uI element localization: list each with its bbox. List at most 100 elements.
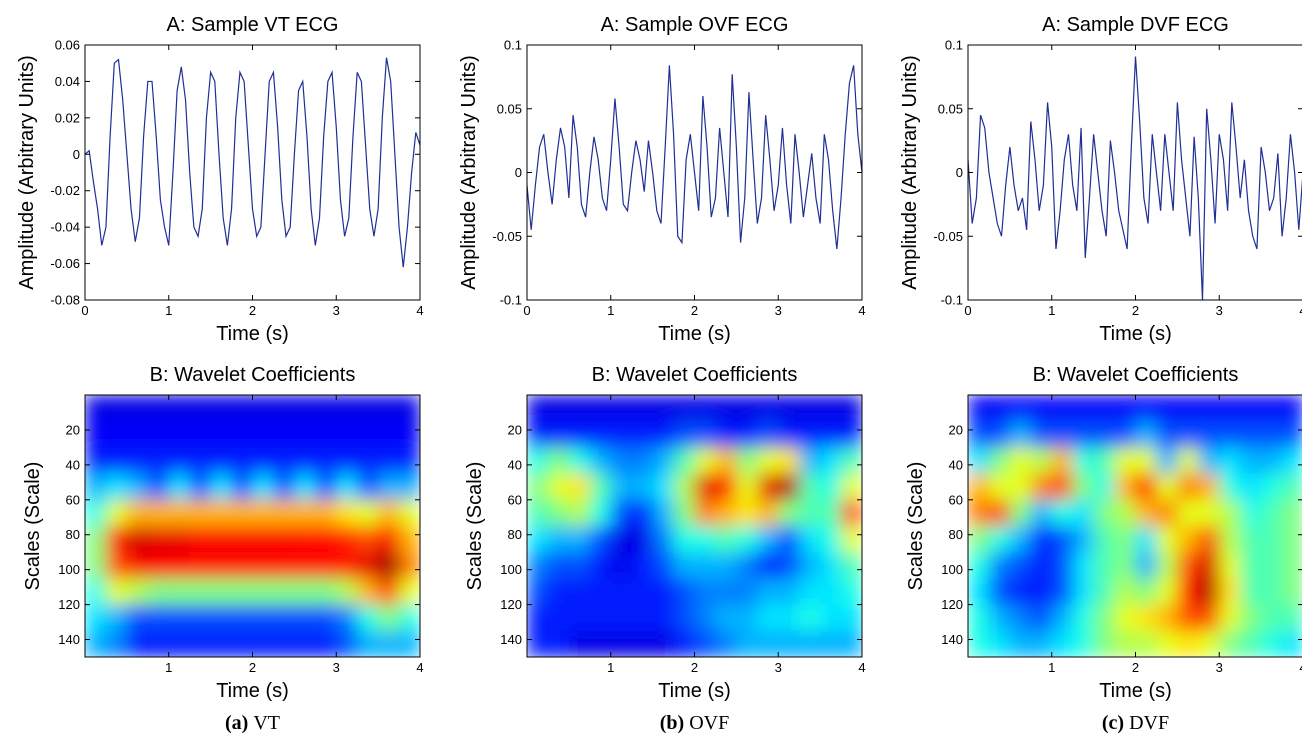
heatmap-cell (1240, 552, 1262, 579)
heatmap-cell (673, 499, 695, 527)
heatmap-cell (1198, 604, 1220, 632)
heatmap-cell (126, 604, 149, 632)
heatmap-cell (357, 421, 379, 448)
y-tick-label: 0.1 (945, 38, 963, 53)
heatmap-cell (1219, 473, 1241, 501)
heatmap-cell (1219, 578, 1241, 606)
heatmap-cell (778, 473, 800, 501)
y-tick-label: 120 (941, 597, 963, 612)
heatmap-cell (126, 447, 149, 475)
heatmap-cell (336, 630, 358, 657)
heatmap-cell (1009, 447, 1032, 475)
heatmap-cell (1009, 630, 1032, 657)
y-axis-label: Amplitude (Arbitrary Units) (16, 55, 38, 290)
heatmap-cell (1282, 473, 1302, 501)
y-tick-label: 0.05 (938, 101, 963, 116)
heatmap-cell (610, 395, 633, 422)
heatmap-cell (294, 395, 316, 422)
heatmap-cell (1114, 473, 1136, 501)
heatmap-cell (1261, 630, 1283, 657)
heatmap-cell (315, 447, 337, 475)
heatmap-cell (231, 473, 253, 501)
heatmap-cell (1135, 604, 1157, 632)
heatmap-cell (1114, 630, 1136, 657)
heatmap-cell (988, 630, 1011, 657)
heatmap-cell (1051, 604, 1074, 632)
subplot: 1 2 3 4 20 40 60 80 100 120 140 B: Wavelet Coeffici… (905, 364, 1302, 702)
heatmap-cell (252, 421, 274, 448)
heatmap-cell (589, 552, 612, 579)
y-tick-label: -0.05 (933, 229, 963, 244)
heatmap-cell (357, 552, 379, 579)
heatmap-cell (126, 630, 149, 657)
heatmap-cell (1261, 421, 1283, 448)
heatmap-cell (673, 447, 695, 475)
heatmap-cell (399, 499, 420, 527)
y-tick-label: 80 (66, 527, 80, 542)
heatmap-cell (85, 473, 107, 501)
heatmap-cell (252, 499, 274, 527)
heatmap-cell (1219, 604, 1241, 632)
y-tick-label: 40 (508, 457, 522, 472)
y-tick-label: -0.08 (50, 293, 80, 308)
heatmap-cell (231, 578, 253, 606)
x-tick-label: 2 (691, 303, 698, 318)
heatmap-cell (231, 630, 253, 657)
heatmap-cell (1261, 552, 1283, 579)
heatmap (968, 395, 1302, 657)
heatmap-cell (715, 447, 737, 475)
heatmap-cell (399, 421, 420, 448)
heatmap-cell (694, 630, 716, 657)
heatmap-cell (778, 630, 800, 657)
heatmap-cell (988, 447, 1011, 475)
chart-title: A: Sample OVF ECG (601, 14, 789, 36)
x-tick-label: 2 (1132, 660, 1139, 675)
heatmap-cell (399, 630, 420, 657)
heatmap-cell (336, 552, 358, 579)
heatmap-cell (736, 552, 758, 579)
heatmap-cell (568, 499, 591, 527)
heatmap-cell (1177, 604, 1199, 632)
heatmap-cell (357, 578, 379, 606)
heatmap-cell (757, 630, 779, 657)
axes-frame (84, 44, 421, 301)
heatmap-cell (357, 395, 379, 422)
heatmap-cell (547, 604, 570, 632)
x-tick-label: 1 (165, 303, 172, 318)
heatmap-cell (85, 578, 107, 606)
heatmap-cell (715, 473, 737, 501)
heatmap-cell (1219, 630, 1241, 657)
x-tick-label: 0 (81, 303, 88, 318)
heatmap-cell (547, 499, 570, 527)
heatmap-cell (1093, 395, 1116, 422)
heatmap-cell (1093, 604, 1116, 632)
heatmap-cell (1177, 552, 1199, 579)
heatmap-cell (1156, 630, 1178, 657)
heatmap-cell (252, 578, 274, 606)
heatmap-cell (652, 526, 675, 553)
y-tick-label: 80 (508, 527, 522, 542)
x-tick-label: 1 (607, 660, 614, 675)
heatmap-cell (652, 604, 675, 632)
heatmap-cell (715, 395, 737, 422)
x-tick-label: 4 (416, 660, 423, 675)
y-tick-label: 100 (58, 562, 80, 577)
heatmap-cell (988, 473, 1011, 501)
heatmap-cell (1198, 552, 1220, 579)
x-axis-label: Time (s) (216, 323, 289, 345)
heatmap-cell (1135, 473, 1157, 501)
heatmap-cell (1114, 499, 1136, 527)
heatmap-cell (294, 604, 316, 632)
heatmap-cells (85, 395, 420, 657)
heatmap-cell (357, 499, 379, 527)
heatmap-cell (1051, 473, 1074, 501)
heatmap-cell (147, 578, 170, 606)
heatmap-cell (105, 499, 128, 527)
heatmap-cell (1198, 447, 1220, 475)
heatmap-cell (799, 473, 821, 501)
heatmap-cell (589, 473, 612, 501)
heatmap-cell (778, 395, 800, 422)
subplot: 1 2 3 4 20 40 60 80 100 120 140 B: Wavelet Coeffici… (464, 364, 866, 702)
heatmap-cell (1240, 473, 1262, 501)
heatmap-cell (252, 473, 274, 501)
